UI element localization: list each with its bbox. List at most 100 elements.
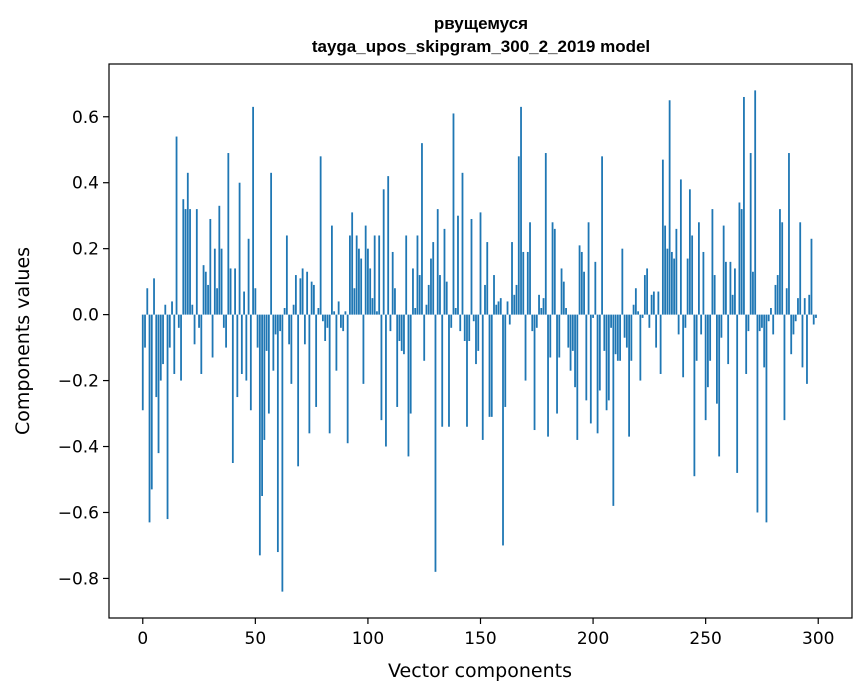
bar bbox=[463, 314, 466, 341]
bar bbox=[731, 294, 734, 315]
bar bbox=[560, 268, 563, 315]
bar bbox=[346, 314, 349, 444]
bar bbox=[240, 314, 243, 374]
bar bbox=[641, 314, 644, 318]
y-tick-label: −0.8 bbox=[58, 569, 99, 589]
chart-title: рвущемуся bbox=[434, 14, 528, 33]
bar bbox=[499, 298, 502, 315]
bar bbox=[511, 242, 513, 315]
chart-subtitle: tayga_upos_skipgram_300_2_2019 model bbox=[312, 37, 650, 56]
bar bbox=[421, 143, 423, 315]
bar bbox=[562, 281, 565, 315]
bar bbox=[623, 314, 626, 338]
bar bbox=[506, 301, 509, 315]
bar bbox=[376, 311, 378, 315]
bar bbox=[430, 258, 432, 315]
bar bbox=[209, 218, 212, 315]
y-tick-label: −0.6 bbox=[58, 503, 99, 523]
bar bbox=[749, 153, 752, 315]
bar bbox=[668, 100, 671, 315]
bar bbox=[385, 314, 387, 447]
bar bbox=[367, 248, 369, 315]
bar bbox=[256, 314, 259, 348]
bar bbox=[283, 308, 286, 315]
bar bbox=[774, 284, 777, 315]
bar bbox=[432, 242, 435, 315]
bar bbox=[349, 235, 351, 315]
bar bbox=[342, 314, 345, 332]
bar bbox=[186, 172, 189, 315]
bar bbox=[628, 314, 630, 437]
bar bbox=[472, 314, 475, 322]
bar bbox=[679, 179, 682, 315]
bar bbox=[616, 314, 619, 361]
bar bbox=[637, 311, 640, 315]
bar bbox=[247, 238, 250, 315]
bar bbox=[276, 314, 279, 553]
bar bbox=[171, 301, 173, 315]
bar bbox=[441, 314, 444, 427]
bar bbox=[709, 314, 712, 361]
bar bbox=[479, 212, 482, 315]
bar bbox=[261, 314, 263, 496]
bar bbox=[605, 314, 608, 411]
bar bbox=[148, 314, 151, 523]
x-tick-label: 50 bbox=[245, 629, 267, 649]
bar bbox=[738, 202, 741, 315]
bar bbox=[340, 314, 342, 328]
bar bbox=[331, 225, 333, 315]
bar bbox=[418, 275, 421, 315]
bar bbox=[445, 281, 448, 315]
bar bbox=[182, 199, 185, 315]
bar bbox=[652, 291, 655, 315]
bar bbox=[659, 314, 662, 374]
bar bbox=[695, 314, 698, 361]
bar bbox=[281, 314, 284, 592]
bar bbox=[522, 251, 525, 315]
bar bbox=[414, 308, 417, 315]
bar bbox=[664, 225, 667, 315]
bar bbox=[743, 96, 745, 315]
bar bbox=[682, 314, 685, 378]
bar bbox=[157, 314, 160, 454]
bar bbox=[412, 268, 414, 315]
bar bbox=[319, 156, 322, 315]
plot-frame bbox=[108, 63, 853, 619]
bar bbox=[403, 314, 405, 355]
bar bbox=[761, 314, 763, 328]
bar bbox=[216, 288, 218, 315]
bar bbox=[657, 291, 660, 315]
x-axis-ticks: 0 50 100 150 200 250 300 bbox=[137, 618, 834, 649]
bar bbox=[189, 209, 191, 315]
bar bbox=[202, 265, 205, 315]
bar bbox=[434, 314, 437, 572]
bar bbox=[765, 314, 768, 523]
bar bbox=[700, 314, 703, 335]
x-tick-label: 250 bbox=[689, 629, 721, 649]
bar bbox=[684, 314, 687, 328]
bar bbox=[763, 314, 766, 368]
bar bbox=[423, 314, 426, 361]
bar bbox=[785, 288, 788, 315]
bar bbox=[801, 314, 804, 368]
y-axis-label: Components values bbox=[12, 247, 34, 435]
bar bbox=[713, 275, 716, 315]
bar bbox=[704, 314, 707, 421]
bar bbox=[686, 258, 689, 315]
bar bbox=[504, 314, 507, 407]
bar bbox=[254, 288, 257, 315]
bar bbox=[396, 314, 399, 407]
bar bbox=[299, 278, 302, 315]
bar bbox=[461, 172, 464, 315]
bar bbox=[267, 314, 270, 414]
bar bbox=[812, 314, 815, 325]
bar bbox=[358, 248, 360, 315]
bar bbox=[756, 314, 759, 513]
x-tick-label: 150 bbox=[464, 629, 496, 649]
bar bbox=[754, 90, 757, 315]
bar bbox=[646, 268, 649, 315]
bar bbox=[619, 314, 621, 361]
bar bbox=[288, 314, 291, 345]
bars-group bbox=[141, 90, 817, 592]
